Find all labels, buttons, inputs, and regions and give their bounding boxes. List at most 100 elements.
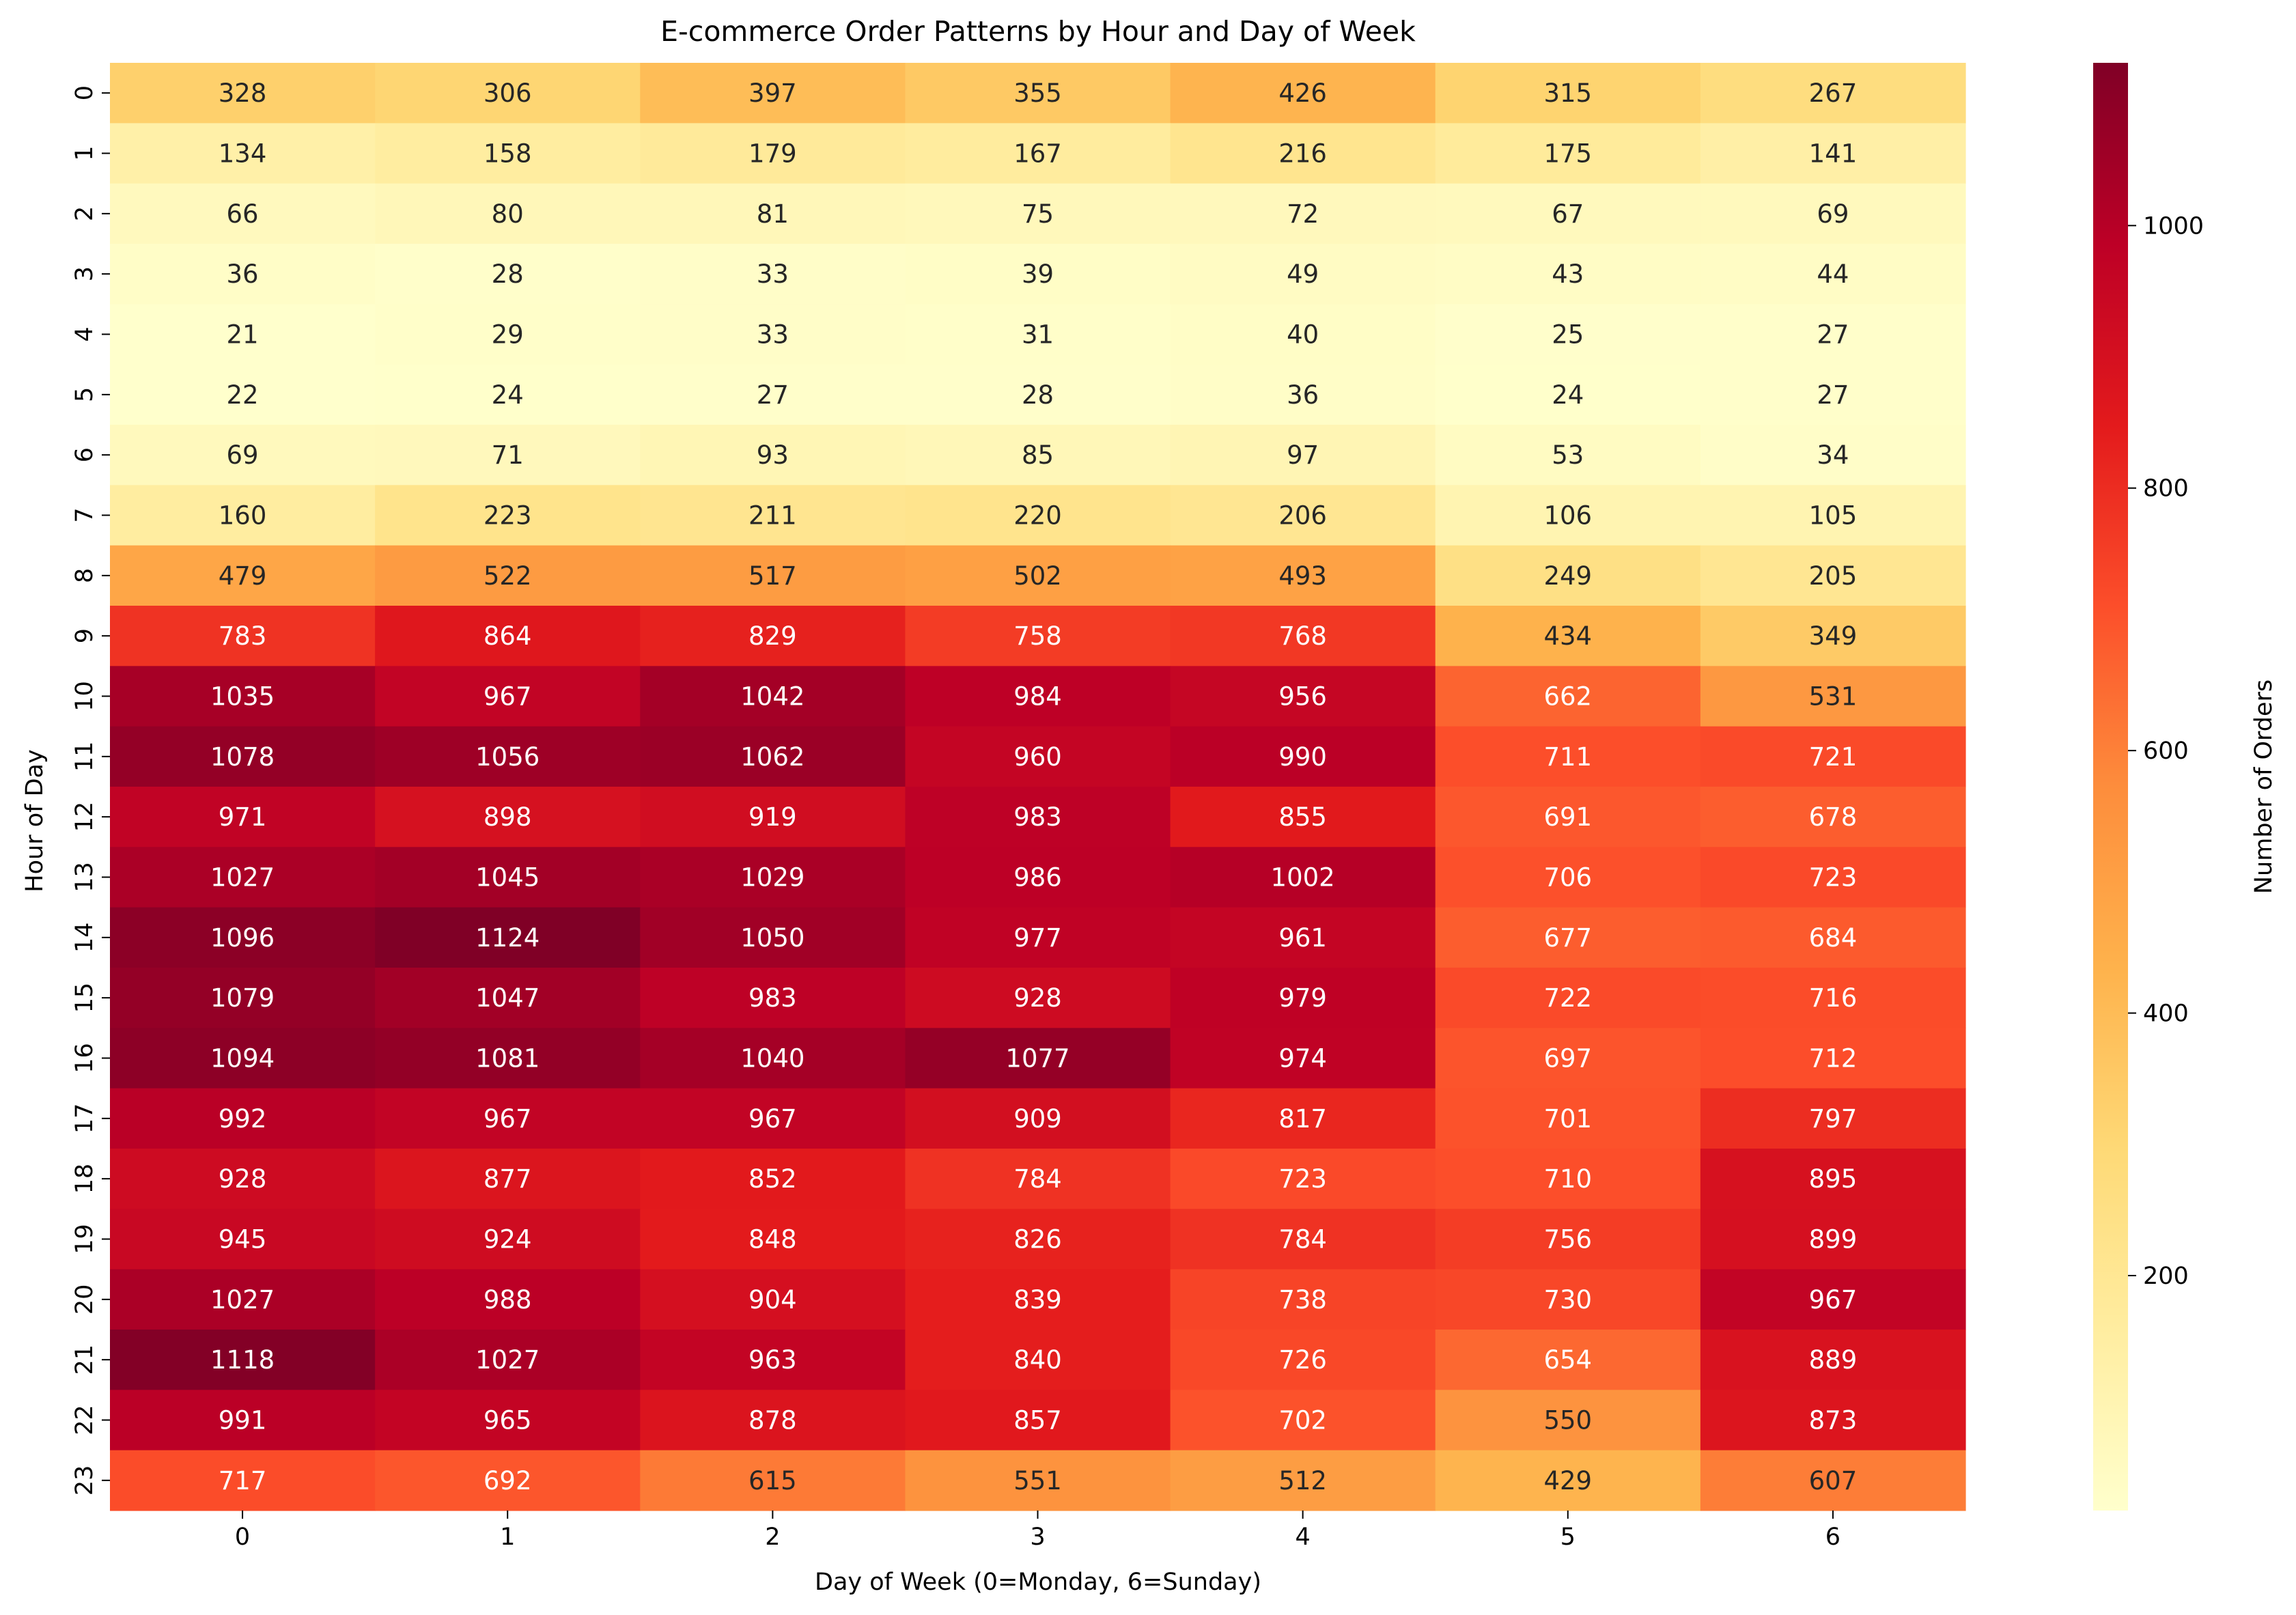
cell-value-label: 986 bbox=[1013, 863, 1062, 893]
y-tick-label: 11 bbox=[71, 742, 98, 772]
y-tick-label: 18 bbox=[71, 1164, 98, 1194]
cell-value-label: 141 bbox=[1809, 139, 1858, 169]
y-tick-label: 10 bbox=[71, 681, 98, 712]
heatmap-cell bbox=[1700, 63, 1966, 124]
cell-value-label: 723 bbox=[1809, 863, 1858, 893]
heatmap-cell bbox=[375, 847, 641, 908]
cell-value-label: 531 bbox=[1809, 682, 1858, 712]
heatmap-cell bbox=[1435, 1390, 1701, 1451]
cell-value-label: 27 bbox=[757, 380, 789, 410]
y-tick-label: 22 bbox=[71, 1405, 98, 1435]
cell-value-label: 93 bbox=[757, 440, 789, 470]
cell-value-label: 31 bbox=[1022, 320, 1054, 350]
colorbar-ticks: 200 400 600 800 1000 bbox=[2128, 212, 2204, 1290]
cell-value-label: 967 bbox=[1809, 1285, 1858, 1315]
heatmap-cell bbox=[1170, 1330, 1436, 1390]
cell-value-label: 965 bbox=[484, 1406, 532, 1435]
cell-value-label: 158 bbox=[484, 139, 532, 169]
cell-value-label: 956 bbox=[1278, 682, 1327, 712]
y-tick-label: 6 bbox=[71, 447, 98, 462]
heatmap-cell bbox=[1700, 1269, 1966, 1330]
heatmap-cell bbox=[110, 425, 376, 486]
cell-value-label: 768 bbox=[1278, 621, 1327, 651]
y-tick-label: 8 bbox=[71, 568, 98, 583]
cell-value-label: 974 bbox=[1278, 1044, 1327, 1073]
cell-value-label: 1027 bbox=[210, 1285, 275, 1315]
heatmap-cell bbox=[110, 485, 376, 546]
cell-value-label: 517 bbox=[748, 561, 797, 591]
cell-value-label: 967 bbox=[484, 682, 532, 712]
heatmap-cell bbox=[1170, 545, 1436, 606]
heatmap-cell bbox=[905, 907, 1171, 968]
heatmap-cell bbox=[640, 304, 906, 365]
cell-value-label: 1050 bbox=[740, 923, 804, 953]
heatmap-cell bbox=[640, 847, 906, 908]
cell-value-label: 28 bbox=[1022, 380, 1054, 410]
cell-value-label: 223 bbox=[484, 501, 532, 531]
cell-value-label: 479 bbox=[219, 561, 267, 591]
cell-value-label: 783 bbox=[219, 621, 267, 651]
y-axis-label: Hour of Day bbox=[21, 749, 48, 892]
cell-value-label: 909 bbox=[1013, 1104, 1062, 1134]
cell-value-label: 817 bbox=[1278, 1104, 1327, 1134]
cell-value-label: 726 bbox=[1278, 1345, 1327, 1375]
cell-value-label: 945 bbox=[219, 1225, 267, 1254]
cell-value-label: 1118 bbox=[210, 1345, 275, 1375]
heatmap-cell bbox=[640, 606, 906, 666]
y-tick-label: 5 bbox=[71, 387, 98, 402]
cell-value-label: 960 bbox=[1013, 742, 1062, 772]
cell-value-label: 983 bbox=[748, 983, 797, 1013]
cell-value-label: 306 bbox=[484, 79, 532, 108]
heatmap-cell bbox=[1700, 364, 1966, 425]
y-tick-label: 12 bbox=[71, 802, 98, 832]
heatmap-cell bbox=[110, 364, 376, 425]
cell-value-label: 977 bbox=[1013, 923, 1062, 953]
heatmap-cell bbox=[110, 1390, 376, 1451]
cell-value-label: 924 bbox=[484, 1225, 532, 1254]
heatmap-cell bbox=[640, 726, 906, 787]
cell-value-label: 1045 bbox=[475, 863, 540, 893]
heatmap-cell bbox=[1170, 364, 1436, 425]
cell-value-label: 899 bbox=[1809, 1225, 1858, 1254]
cell-value-label: 211 bbox=[748, 501, 797, 531]
cell-value-label: 797 bbox=[1809, 1104, 1858, 1134]
cell-value-label: 711 bbox=[1543, 742, 1592, 772]
heatmap-cell bbox=[1170, 1269, 1436, 1330]
cell-value-label: 27 bbox=[1817, 320, 1849, 350]
cell-value-label: 1056 bbox=[475, 742, 540, 772]
cell-value-label: 721 bbox=[1809, 742, 1858, 772]
y-tick-label: 15 bbox=[71, 983, 98, 1013]
heatmap-cell bbox=[375, 425, 641, 486]
cell-value-label: 397 bbox=[748, 79, 797, 108]
cell-value-label: 105 bbox=[1809, 501, 1858, 531]
heatmap-cell bbox=[1170, 183, 1436, 244]
heatmap-cell bbox=[375, 123, 641, 184]
cell-value-label: 895 bbox=[1809, 1164, 1858, 1194]
heatmap-cell bbox=[905, 1209, 1171, 1270]
cell-value-label: 502 bbox=[1013, 561, 1062, 591]
cell-value-label: 678 bbox=[1809, 802, 1858, 832]
heatmap-cell bbox=[375, 726, 641, 787]
cell-value-label: 355 bbox=[1013, 79, 1062, 108]
heatmap-cell bbox=[1170, 1028, 1436, 1089]
cell-value-label: 961 bbox=[1278, 923, 1327, 953]
cell-value-label: 967 bbox=[484, 1104, 532, 1134]
cell-value-label: 1096 bbox=[210, 923, 275, 953]
heatmap-cell bbox=[110, 968, 376, 1028]
cell-value-label: 434 bbox=[1543, 621, 1592, 651]
cell-value-label: 701 bbox=[1543, 1104, 1592, 1134]
heatmap-cell bbox=[640, 968, 906, 1028]
cell-value-label: 919 bbox=[748, 802, 797, 832]
cell-value-label: 716 bbox=[1809, 983, 1858, 1013]
heatmap-cell bbox=[1700, 1028, 1966, 1089]
heatmap-cell bbox=[1700, 1330, 1966, 1390]
cell-value-label: 1094 bbox=[210, 1044, 275, 1073]
cell-value-label: 857 bbox=[1013, 1406, 1062, 1435]
heatmap-cell bbox=[905, 1028, 1171, 1089]
heatmap-cell bbox=[640, 1450, 906, 1511]
heatmap-cell bbox=[640, 425, 906, 486]
heatmap-cell bbox=[1170, 425, 1436, 486]
heatmap-cell bbox=[1435, 666, 1701, 727]
cell-value-label: 1027 bbox=[210, 863, 275, 893]
heatmap-cell bbox=[640, 545, 906, 606]
